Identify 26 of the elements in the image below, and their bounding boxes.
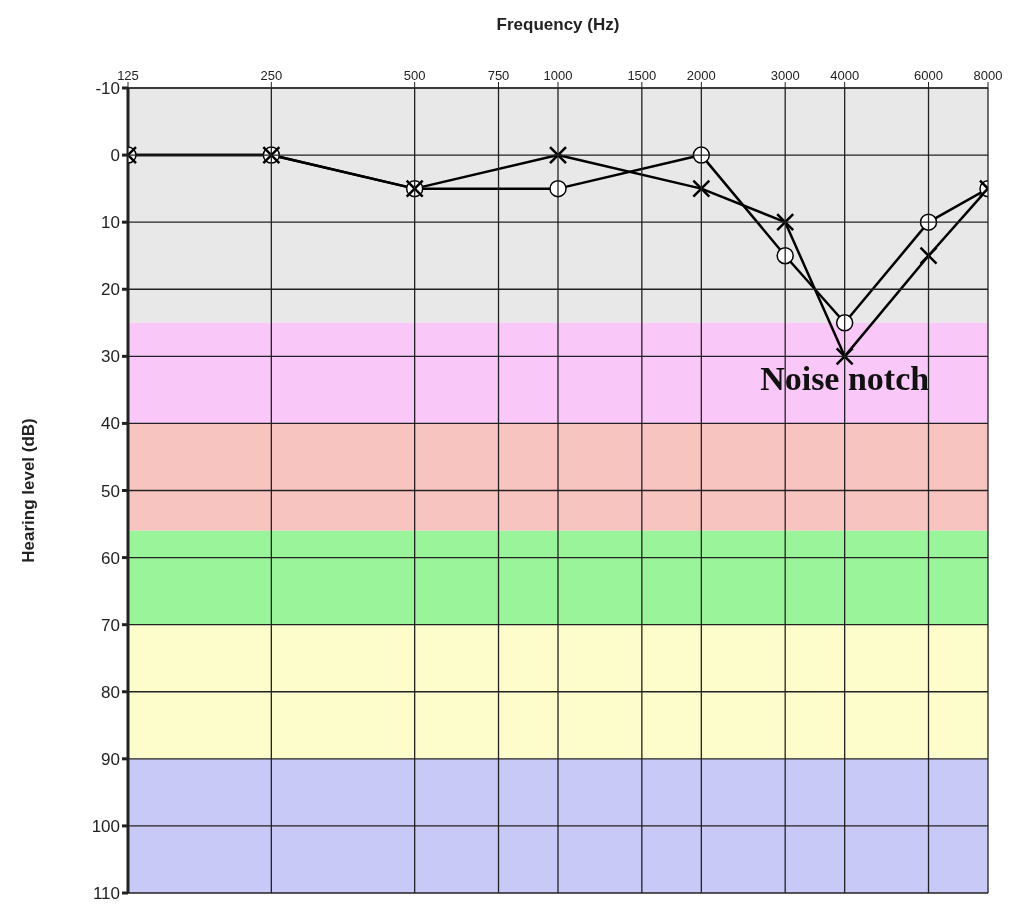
x-tick-label: 1500	[627, 68, 657, 83]
x-axis-title: Frequency (Hz)	[496, 15, 620, 35]
x-tick-label: 3000	[770, 68, 800, 83]
x-tick-label: 250	[260, 68, 283, 83]
x-tick-label: 4000	[830, 68, 860, 83]
x-tick-label: 8000	[973, 68, 1003, 83]
y-tick-label: -10	[95, 79, 120, 99]
x-tick-label: 125	[117, 68, 139, 83]
y-axis-title: Hearing level (dB)	[19, 418, 39, 563]
x-tick-label: 500	[403, 68, 426, 83]
y-tick-label: 100	[91, 816, 120, 836]
y-tick-label: 0	[110, 146, 120, 166]
y-tick-label: 110	[92, 884, 120, 904]
x-tick-label: 2000	[686, 68, 716, 83]
y-tick-label: 50	[101, 481, 120, 501]
y-tick-label: 60	[101, 548, 120, 568]
x-tick-label: 750	[487, 68, 510, 83]
y-tick-label: 70	[101, 615, 120, 635]
x-tick-label: 1000	[543, 68, 573, 83]
y-tick-label: 30	[101, 347, 120, 367]
y-tick-label: 80	[101, 682, 120, 702]
y-tick-label: 90	[101, 749, 120, 769]
x-tick-label: 6000	[914, 68, 943, 83]
y-tick-label: 10	[101, 213, 120, 233]
y-tick-label: 40	[101, 414, 120, 434]
y-tick-label: 20	[101, 280, 120, 300]
